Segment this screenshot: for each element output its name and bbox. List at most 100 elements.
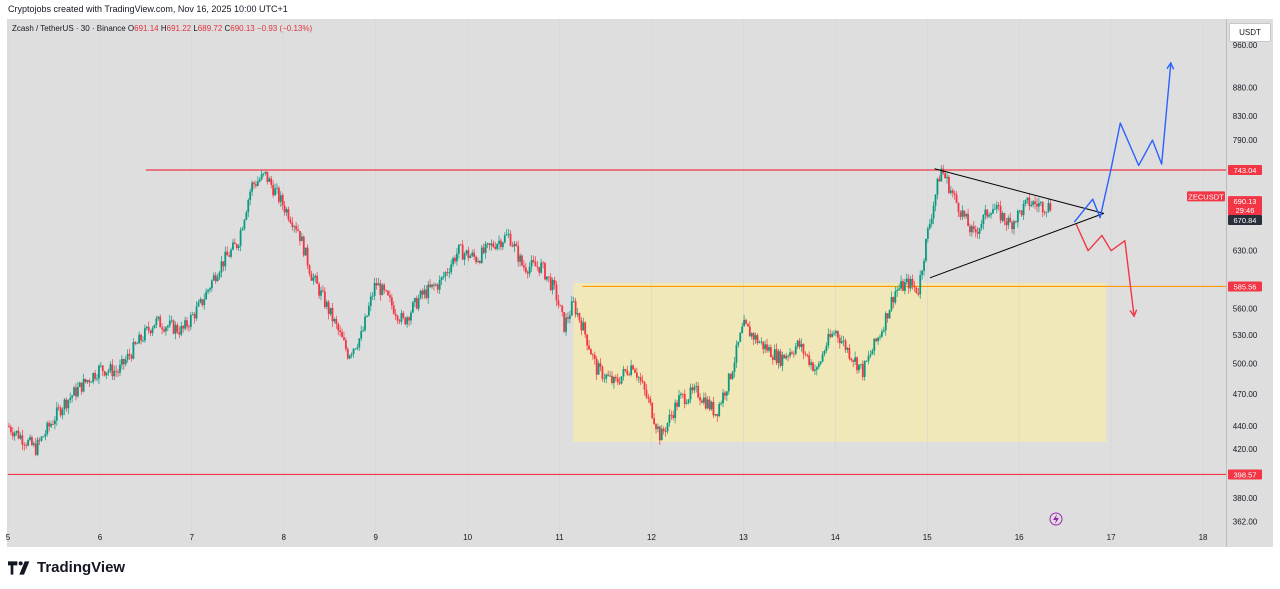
candle-up[interactable] — [928, 223, 931, 229]
candle-down[interactable] — [806, 354, 809, 356]
candle-down[interactable] — [641, 380, 644, 383]
candle-down[interactable] — [122, 358, 125, 365]
candle-down[interactable] — [509, 233, 512, 246]
candle-up[interactable] — [605, 374, 608, 379]
candle-down[interactable] — [716, 414, 719, 417]
candle-down[interactable] — [425, 289, 428, 299]
candle-up[interactable] — [314, 275, 317, 278]
candle-down[interactable] — [193, 314, 196, 319]
candle-down[interactable] — [375, 283, 378, 286]
candle-down[interactable] — [172, 320, 175, 334]
candle-up[interactable] — [1047, 203, 1050, 212]
candle-down[interactable] — [101, 365, 104, 372]
candle-down[interactable] — [415, 298, 418, 309]
symbol-legend[interactable]: Zcash / TetherUS · 30 · Binance O691.14 … — [12, 24, 312, 33]
price-badge-line[interactable] — [1228, 281, 1262, 292]
candle-up[interactable] — [442, 276, 445, 278]
candle-up[interactable] — [210, 280, 213, 289]
candle-down[interactable] — [84, 378, 87, 382]
candle-up[interactable] — [565, 317, 567, 332]
candle-up[interactable] — [369, 296, 372, 307]
candle-down[interactable] — [986, 209, 989, 217]
candle-down[interactable] — [643, 382, 646, 390]
candle-up[interactable] — [367, 306, 370, 316]
candle-up[interactable] — [842, 340, 845, 342]
candle-up[interactable] — [67, 399, 70, 409]
candle-up[interactable] — [151, 328, 154, 334]
candle-up[interactable] — [835, 331, 837, 334]
candle-down[interactable] — [944, 173, 946, 179]
candle-up[interactable] — [984, 209, 987, 215]
price-badge-countdown[interactable] — [1228, 205, 1262, 216]
candle-down[interactable] — [544, 263, 546, 280]
candle-up[interactable] — [961, 210, 964, 217]
candle-down[interactable] — [266, 171, 269, 182]
candle-up[interactable] — [55, 407, 58, 421]
candle-up[interactable] — [373, 283, 376, 296]
candle-down[interactable] — [75, 387, 77, 397]
candle-down[interactable] — [429, 284, 432, 287]
candle-down[interactable] — [1009, 217, 1012, 223]
candle-up[interactable] — [926, 228, 929, 239]
candle-down[interactable] — [299, 230, 301, 242]
candle-down[interactable] — [488, 243, 491, 246]
candle-up[interactable] — [434, 284, 437, 286]
candle-up[interactable] — [725, 391, 728, 396]
candle-down[interactable] — [875, 338, 878, 342]
candle-down[interactable] — [616, 378, 619, 383]
candle-up[interactable] — [13, 432, 16, 437]
candle-up[interactable] — [609, 375, 611, 377]
candle-down[interactable] — [1041, 202, 1044, 213]
candle-down[interactable] — [149, 330, 152, 334]
candle-up[interactable] — [486, 243, 489, 245]
candle-up[interactable] — [680, 393, 682, 396]
candle-up[interactable] — [325, 301, 328, 307]
candle-down[interactable] — [103, 371, 106, 376]
candle-down[interactable] — [283, 205, 286, 213]
candle-down[interactable] — [567, 317, 569, 319]
candle-up[interactable] — [256, 181, 259, 186]
candle-up[interactable] — [170, 320, 173, 322]
candle-up[interactable] — [695, 385, 698, 387]
candle-up[interactable] — [551, 279, 554, 291]
candle-up[interactable] — [714, 414, 717, 416]
candle-up[interactable] — [821, 354, 824, 362]
candle-up[interactable] — [40, 436, 43, 441]
candle-up[interactable] — [264, 171, 267, 174]
candle-down[interactable] — [917, 292, 920, 295]
candle-up[interactable] — [1030, 204, 1033, 207]
candle-down[interactable] — [938, 178, 941, 182]
candle-down[interactable] — [163, 329, 165, 332]
candle-down[interactable] — [214, 275, 217, 282]
candle-down[interactable] — [649, 398, 652, 403]
candle-up[interactable] — [903, 282, 906, 291]
candle-down[interactable] — [316, 275, 319, 284]
candle-up[interactable] — [871, 350, 874, 355]
candle-up[interactable] — [1037, 203, 1040, 207]
candle-up[interactable] — [923, 260, 925, 271]
candle-up[interactable] — [666, 422, 669, 432]
candle-up[interactable] — [232, 242, 234, 250]
candle-down[interactable] — [601, 366, 604, 379]
candle-down[interactable] — [626, 370, 629, 375]
candle-up[interactable] — [930, 218, 933, 224]
candle-up[interactable] — [92, 372, 95, 382]
candle-down[interactable] — [115, 370, 118, 372]
candle-down[interactable] — [861, 364, 864, 377]
candle-up[interactable] — [879, 336, 881, 338]
candle-down[interactable] — [969, 226, 971, 233]
candle-down[interactable] — [953, 193, 956, 195]
candle-down[interactable] — [595, 359, 598, 375]
candle-down[interactable] — [308, 265, 311, 274]
candle-up[interactable] — [827, 333, 830, 346]
candle-down[interactable] — [580, 320, 583, 331]
candle-down[interactable] — [25, 445, 28, 446]
candle-up[interactable] — [300, 236, 303, 242]
candle-up[interactable] — [754, 335, 757, 340]
candle-down[interactable] — [335, 318, 338, 325]
candle-down[interactable] — [515, 243, 518, 247]
candle-up[interactable] — [932, 205, 935, 219]
candle-down[interactable] — [492, 243, 495, 247]
candle-up[interactable] — [814, 369, 816, 371]
candle-down[interactable] — [31, 437, 33, 446]
